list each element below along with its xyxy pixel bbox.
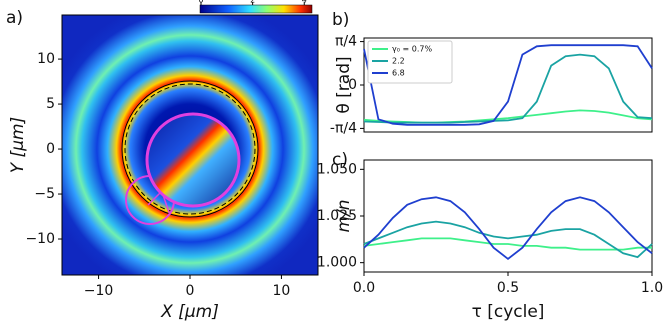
legend-box — [367, 40, 453, 84]
y-tick-label: 5 — [46, 96, 55, 112]
colorbar-tick-label: 0 — [198, 0, 203, 5]
panel-label: b) — [332, 10, 349, 30]
y-tick-label: -π/4 — [330, 120, 357, 136]
x-tick-label: 1.0 — [641, 280, 663, 296]
colorbar — [199, 4, 313, 14]
y-tick-label: 10 — [37, 51, 55, 67]
y-tick-label: 0 — [348, 77, 357, 93]
y-tick-label: 1.050 — [317, 161, 357, 177]
colorbar-tick-label: 4 — [302, 0, 307, 5]
y-axis-label: m/n — [334, 199, 354, 232]
line-series — [363, 44, 653, 126]
x-tick-label: 0 — [186, 283, 195, 299]
panel-label: c) — [332, 150, 348, 170]
x-tick-label: 0.5 — [497, 280, 519, 296]
x-tick-label: 10 — [273, 283, 291, 299]
x-axis-label: X [μm] — [160, 302, 219, 322]
legend-label: 2.2 — [392, 57, 405, 66]
x-axis-label: τ [cycle] — [472, 302, 545, 322]
y-tick-label: 1.025 — [317, 208, 357, 224]
heatmap-image — [62, 15, 318, 275]
y-tick-label: π/4 — [335, 34, 357, 50]
y-tick-label: −10 — [25, 231, 55, 247]
colorbar-tick-label: 2 — [250, 0, 255, 5]
legend-label: γ₀ = 0.7% — [392, 45, 432, 54]
axes-frame — [363, 159, 653, 273]
x-tick-label: −10 — [84, 283, 114, 299]
line-series — [363, 237, 652, 251]
x-tick-label: 0.0 — [353, 280, 375, 296]
y-tick-label: 0 — [46, 141, 55, 157]
y-tick-label: 1.000 — [317, 255, 357, 271]
legend-label: 6.8 — [392, 69, 405, 78]
panel-label: a) — [6, 8, 23, 28]
line-series — [363, 53, 653, 124]
y-axis-label: Y [μm] — [8, 117, 28, 173]
line-series — [363, 220, 653, 259]
y-axis-label: θ [rad] — [334, 56, 354, 113]
line-series — [363, 196, 653, 261]
y-tick-label: −5 — [34, 186, 55, 202]
